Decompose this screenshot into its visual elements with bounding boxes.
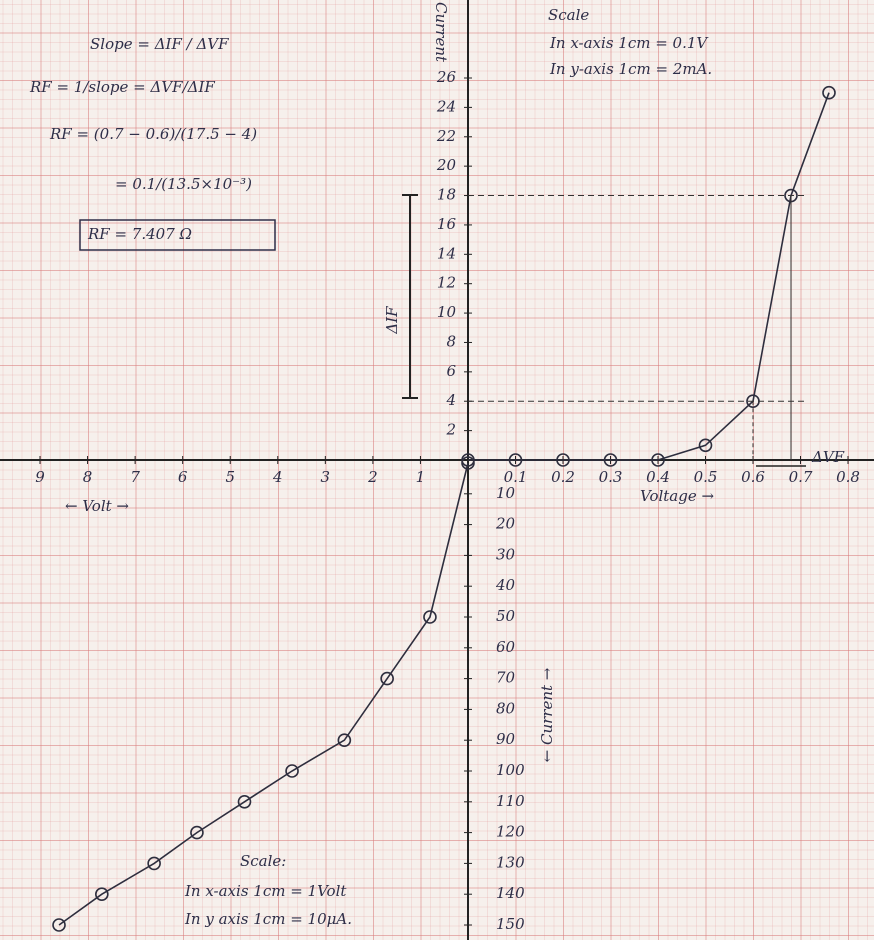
y-tick-label: 14 xyxy=(437,244,456,262)
y-tick-label: 8 xyxy=(446,332,456,350)
annotation: Slope = ΔIF / ΔVF xyxy=(90,35,229,53)
annotation: In x-axis 1cm = 0.1V xyxy=(549,34,709,52)
annotation: In y-axis 1cm = 2mA. xyxy=(549,60,712,78)
data-point xyxy=(53,919,65,931)
y-tick-label: 90 xyxy=(496,730,516,748)
x-tick-label: 1 xyxy=(416,468,426,486)
x-tick-label: 8 xyxy=(83,468,93,486)
y-tick-label: 24 xyxy=(436,97,456,115)
y-tick-label: 26 xyxy=(436,68,457,86)
x-tick-label: 0.6 xyxy=(741,468,765,486)
y-tick-label: 80 xyxy=(496,699,516,717)
x-tick-label: 6 xyxy=(178,468,188,486)
annotation: RF = (0.7 − 0.6)/(17.5 − 4) xyxy=(49,125,257,143)
annotation: RF = 7.407 Ω xyxy=(87,225,192,243)
y-tick-label: 60 xyxy=(496,638,516,656)
y-tick-label: 12 xyxy=(437,274,456,292)
annotation: ΔVF xyxy=(811,448,845,466)
graph-paper: 0.10.20.30.40.50.60.70.82468101214161820… xyxy=(0,0,874,940)
y-tick-label: 22 xyxy=(436,127,456,145)
y-tick-label: 110 xyxy=(496,792,525,810)
annotation: Scale xyxy=(548,6,589,24)
x-axis-label: ← Volt → xyxy=(65,497,129,515)
x-tick-label: 0.2 xyxy=(551,468,575,486)
y-tick-label: 4 xyxy=(445,391,456,409)
y-tick-label: 18 xyxy=(437,186,456,204)
x-tick-label: 5 xyxy=(225,468,235,486)
y-tick-label: 140 xyxy=(496,884,525,902)
x-tick-label: 0.5 xyxy=(694,468,718,486)
y-tick-label: 70 xyxy=(496,669,516,687)
annotation: = 0.1/(13.5×10⁻³) xyxy=(115,175,252,193)
y-tick-label: 20 xyxy=(495,515,516,533)
x-tick-label: 0.7 xyxy=(789,468,813,486)
y-tick-label: 30 xyxy=(496,545,516,563)
y-tick-label: 2 xyxy=(445,421,456,439)
y-tick-label: 130 xyxy=(496,853,525,871)
x-tick-label: 4 xyxy=(272,468,283,486)
x-tick-label: 7 xyxy=(130,468,140,486)
x-axis-label: Voltage → xyxy=(640,487,715,505)
annotation: In y axis 1cm = 10μA. xyxy=(184,910,352,928)
annotation: RF = 1/slope = ΔVF/ΔIF xyxy=(29,78,215,96)
y-tick-label: 120 xyxy=(496,823,525,841)
x-tick-label: 0.8 xyxy=(836,468,860,486)
x-tick-label: 9 xyxy=(35,468,45,486)
y-tick-label: 40 xyxy=(495,576,516,594)
y-tick-label: 150 xyxy=(496,915,525,933)
x-tick-label: 0.4 xyxy=(646,468,670,486)
annotation: Scale: xyxy=(240,852,286,870)
y-tick-label: 20 xyxy=(436,156,457,174)
y-tick-label: 100 xyxy=(496,761,525,779)
y-axis-label: ← Current → xyxy=(538,667,556,762)
annotation: In x-axis 1cm = 1Volt xyxy=(184,882,347,900)
curve xyxy=(468,93,829,460)
y-tick-label: 16 xyxy=(437,215,457,233)
y-axis-label: Current xyxy=(432,2,450,63)
y-tick-label: 10 xyxy=(437,303,457,321)
annotation: ΔIF xyxy=(383,306,401,335)
x-tick-label: 2 xyxy=(367,468,378,486)
y-tick-label: 6 xyxy=(446,362,456,380)
y-tick-label: 50 xyxy=(496,607,516,625)
x-tick-label: 0.3 xyxy=(599,468,623,486)
chart: 0.10.20.30.40.50.60.70.82468101214161820… xyxy=(0,0,874,940)
y-tick-label: 10 xyxy=(496,484,516,502)
x-tick-label: 3 xyxy=(321,468,331,486)
